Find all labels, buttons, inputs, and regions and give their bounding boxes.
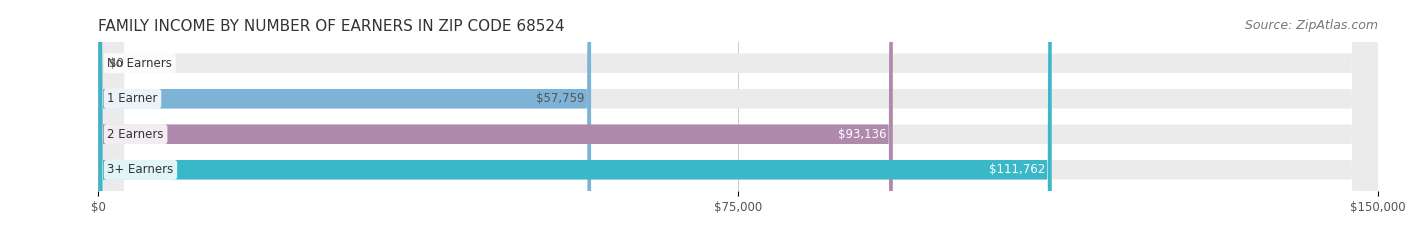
FancyBboxPatch shape bbox=[98, 0, 893, 233]
Text: No Earners: No Earners bbox=[107, 57, 173, 70]
Text: Source: ZipAtlas.com: Source: ZipAtlas.com bbox=[1244, 19, 1378, 32]
Text: 3+ Earners: 3+ Earners bbox=[107, 163, 173, 176]
Text: $0: $0 bbox=[108, 57, 124, 70]
FancyBboxPatch shape bbox=[98, 0, 591, 233]
FancyBboxPatch shape bbox=[98, 0, 1378, 233]
Text: 1 Earner: 1 Earner bbox=[107, 92, 157, 105]
FancyBboxPatch shape bbox=[98, 0, 1378, 233]
Text: FAMILY INCOME BY NUMBER OF EARNERS IN ZIP CODE 68524: FAMILY INCOME BY NUMBER OF EARNERS IN ZI… bbox=[98, 19, 565, 34]
FancyBboxPatch shape bbox=[98, 0, 1378, 233]
Text: 2 Earners: 2 Earners bbox=[107, 128, 165, 141]
FancyBboxPatch shape bbox=[98, 0, 1378, 233]
FancyBboxPatch shape bbox=[98, 0, 1052, 233]
Text: $111,762: $111,762 bbox=[988, 163, 1045, 176]
Text: $93,136: $93,136 bbox=[838, 128, 886, 141]
Text: $57,759: $57,759 bbox=[536, 92, 585, 105]
